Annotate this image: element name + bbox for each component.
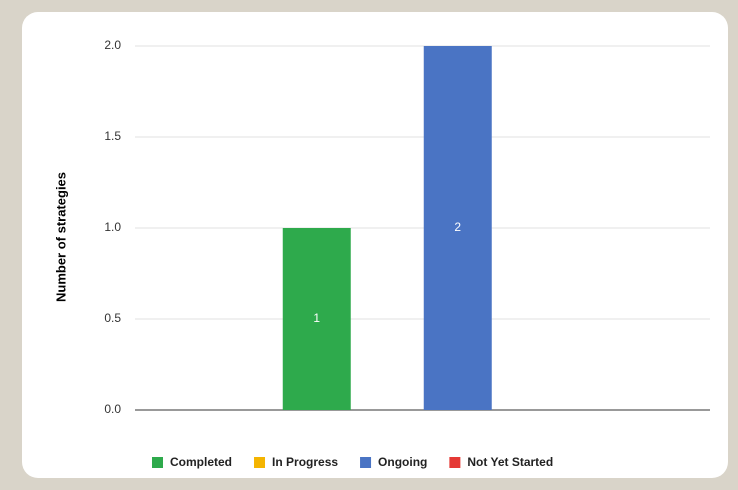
legend-label: Completed <box>170 455 232 469</box>
y-tick-label: 0.0 <box>104 402 121 416</box>
legend-swatch <box>360 457 372 468</box>
legend-swatch <box>152 457 163 468</box>
legend-swatch <box>449 457 461 468</box>
legend-label: In Progress <box>272 455 338 469</box>
bar <box>282 228 351 410</box>
legend-swatch <box>254 457 266 468</box>
panel <box>22 12 728 478</box>
bar <box>423 46 492 410</box>
legend-label: Ongoing <box>378 455 427 469</box>
y-tick-label: 2.0 <box>104 38 121 52</box>
data-label: 1 <box>313 311 320 325</box>
y-tick-label: 1.0 <box>104 220 121 234</box>
y-tick-label: 1.5 <box>104 129 121 143</box>
legend-label: Not Yet Started <box>467 455 553 469</box>
y-tick-label: 0.5 <box>104 311 121 325</box>
y-axis-label: Number of strategies <box>53 172 68 302</box>
data-label: 2 <box>454 220 461 234</box>
